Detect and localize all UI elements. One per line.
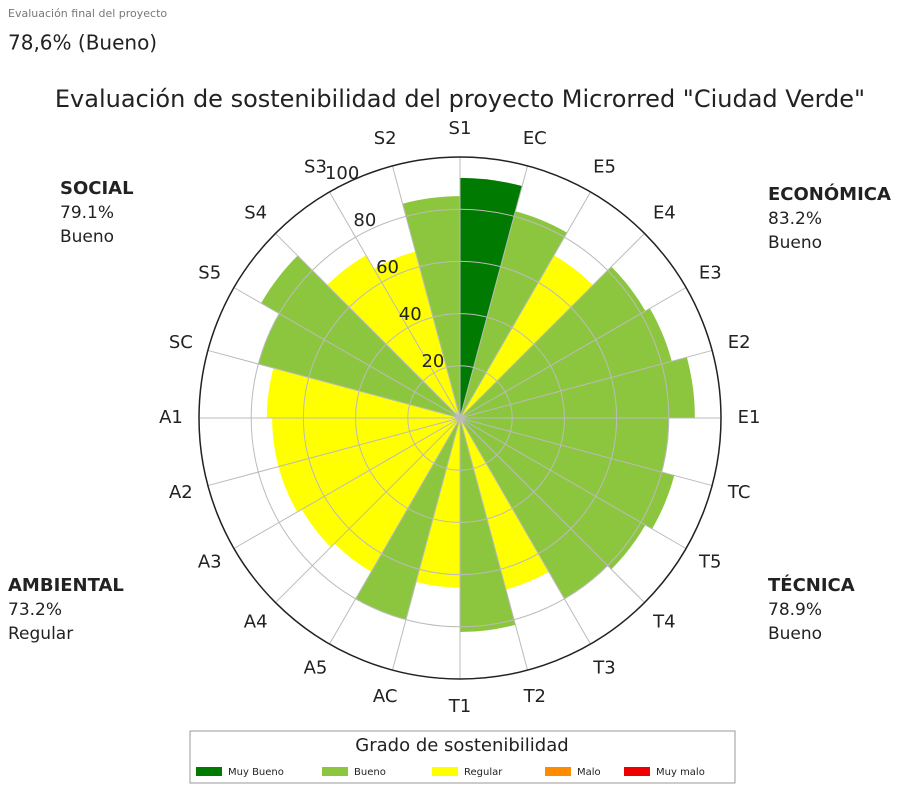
grid-spoke xyxy=(459,417,645,603)
category-label: SC xyxy=(169,332,193,353)
r-tick-label: 60 xyxy=(376,257,399,278)
annotation-title: AMBIENTAL xyxy=(8,575,124,596)
annotation-rating: Bueno xyxy=(60,227,114,247)
category-label: AC xyxy=(373,686,398,707)
category-label: E2 xyxy=(728,332,751,353)
grid-spoke xyxy=(207,417,461,487)
legend-label: Malo xyxy=(577,767,601,778)
annotation-title: SOCIAL xyxy=(60,178,134,199)
grid-spoke xyxy=(233,417,461,549)
category-label: S2 xyxy=(374,128,397,149)
header-label: Evaluación final del proyecto xyxy=(8,7,167,20)
category-label: A2 xyxy=(169,482,193,503)
category-label: TC xyxy=(727,482,751,503)
legend-swatch xyxy=(432,767,458,776)
r-tick-label: 20 xyxy=(421,351,444,372)
legend-label: Regular xyxy=(464,767,503,778)
grid-spoke xyxy=(459,417,591,645)
legend-label: Muy Bueno xyxy=(228,767,284,778)
category-label: T1 xyxy=(448,696,471,717)
legend-label: Bueno xyxy=(354,767,386,778)
category-label: S1 xyxy=(449,118,472,139)
r-tick-label: 80 xyxy=(353,210,376,231)
grid-spoke xyxy=(275,233,461,419)
grid-spoke xyxy=(459,349,713,419)
category-label: E3 xyxy=(699,263,722,284)
category-label: E5 xyxy=(593,157,616,178)
bar xyxy=(460,418,675,529)
grid-spoke xyxy=(459,191,591,419)
legend-swatch xyxy=(545,767,571,776)
bar xyxy=(373,251,460,418)
legend-swatch xyxy=(322,767,348,776)
annotation-title: TÉCNICA xyxy=(768,574,855,596)
category-label: S3 xyxy=(304,157,327,178)
grid-spoke xyxy=(459,417,713,487)
grid-spoke xyxy=(329,417,461,645)
grid-spoke xyxy=(459,417,529,671)
legend-swatch xyxy=(196,767,222,776)
category-label: A4 xyxy=(244,611,268,632)
grid-spoke xyxy=(233,287,461,419)
grid-spoke xyxy=(459,417,687,549)
bar xyxy=(460,357,695,418)
annotation-value: 79.1% xyxy=(60,203,114,223)
bar xyxy=(261,255,460,418)
annotation-title: ECONÓMICA xyxy=(768,183,891,205)
category-label: T5 xyxy=(698,552,721,573)
bar xyxy=(278,418,460,512)
bar xyxy=(258,313,460,418)
category-label: A1 xyxy=(159,407,183,428)
annotation-value: 78.9% xyxy=(768,600,822,620)
category-label: A3 xyxy=(198,552,222,573)
bar xyxy=(460,308,672,418)
grid-spoke xyxy=(459,165,529,419)
bar xyxy=(460,418,608,599)
bar xyxy=(334,418,460,572)
category-label: T4 xyxy=(652,611,675,632)
bar xyxy=(460,211,568,418)
grid-spoke xyxy=(459,233,645,419)
category-label: E4 xyxy=(653,203,676,224)
header-value: 78,6% (Bueno) xyxy=(8,31,157,55)
category-label: S5 xyxy=(198,263,221,284)
bar xyxy=(460,177,523,418)
legend-title: Grado de sostenibilidad xyxy=(355,735,568,756)
outer-ring xyxy=(198,156,722,680)
grid-spoke xyxy=(459,287,687,419)
category-label: T3 xyxy=(592,657,615,678)
annotation-rating: Regular xyxy=(8,624,73,644)
category-label: EC xyxy=(523,128,547,149)
r-tick-label: 100 xyxy=(325,163,359,184)
bar xyxy=(460,266,646,418)
r-tick-label: 40 xyxy=(399,304,422,325)
bar xyxy=(460,418,646,570)
category-label: E1 xyxy=(738,407,761,428)
annotation-rating: Bueno xyxy=(768,233,822,253)
bar xyxy=(460,418,549,590)
grid-spoke xyxy=(391,417,461,671)
grid-spoke xyxy=(207,349,461,419)
bar xyxy=(301,418,460,548)
legend-swatch xyxy=(624,767,650,776)
legend-label: Muy malo xyxy=(656,767,705,778)
chart-title: Evaluación de sostenibilidad del proyect… xyxy=(55,85,865,113)
annotation-value: 83.2% xyxy=(768,209,822,229)
category-label: T2 xyxy=(523,686,546,707)
grid-spoke xyxy=(275,417,461,603)
grid-spoke xyxy=(329,191,461,419)
annotation-rating: Bueno xyxy=(768,624,822,644)
annotation-value: 73.2% xyxy=(8,600,62,620)
bar xyxy=(355,418,460,620)
category-label: A5 xyxy=(304,657,328,678)
category-label: S4 xyxy=(244,203,267,224)
grid-spoke xyxy=(391,165,461,419)
